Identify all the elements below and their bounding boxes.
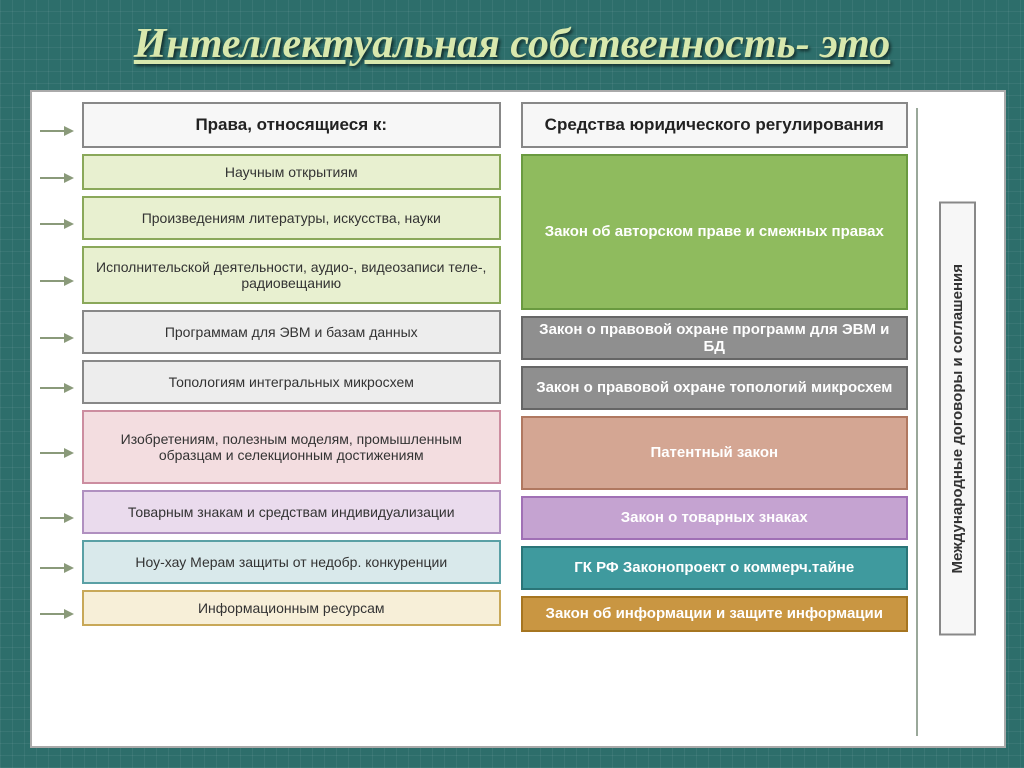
arrow-right-icon [40,202,74,246]
side-box: Международные договоры и соглашения [939,202,976,636]
left-item-label: Топологиям интегральных микросхем [169,374,414,390]
side-box-label: Международные договоры и соглашения [949,264,966,574]
arrow-right-icon [40,160,74,196]
right-column: Средства юридического регулирования Зако… [521,102,909,736]
law-item: Закон о товарных знаках [521,496,909,540]
vertical-connector [916,108,918,736]
right-header-label: Средства юридического регулирования [545,115,884,135]
left-item-label: Товарным знакам и средствам индивидуализ… [128,504,455,520]
left-item: Научным открытиям [82,154,501,190]
law-item: Закон о правовой охране топологий микрос… [521,366,909,410]
slide: Интеллектуальная собственность- это Прав… [0,0,1024,768]
left-header: Права, относящиеся к: [82,102,501,148]
left-item: Программам для ЭВМ и базам данных [82,310,501,354]
left-item: Ноу-хау Мерам защиты от недобр. конкурен… [82,540,501,584]
arrow-right-icon [40,316,74,360]
law-item: Закон об информации и защите информации [521,596,909,632]
law-item: ГК РФ Законопроект о коммерч.тайне [521,546,909,590]
left-item-label: Произведениям литературы, искусства, нау… [142,210,441,226]
left-item-label: Информационным ресурсам [198,600,385,616]
left-item-label: Изобретениям, полезным моделям, промышле… [92,431,491,463]
left-item: Топологиям интегральных микросхем [82,360,501,404]
arrow-right-icon [40,252,74,310]
left-item: Товарным знакам и средствам индивидуализ… [82,490,501,534]
left-item: Информационным ресурсам [82,590,501,626]
law-item-label: Закон о правовой охране топологий микрос… [536,379,892,396]
law-item: Закон о правовой охране программ для ЭВМ… [521,316,909,360]
law-item: Закон об авторском праве и смежных права… [521,154,909,310]
law-item-label: Патентный закон [650,444,778,461]
left-item: Произведениям литературы, искусства, нау… [82,196,501,240]
side-column: Международные договоры и соглашения [928,102,986,736]
left-column: Права, относящиеся к: Научным открытиям П… [82,102,501,736]
left-item-label: Исполнительской деятельности, аудио-, ви… [92,259,491,291]
arrow-right-icon [40,596,74,632]
left-item-label: Ноу-хау Мерам защиты от недобр. конкурен… [135,554,447,570]
left-item-label: Научным открытиям [225,164,358,180]
left-header-label: Права, относящиеся к: [195,115,387,135]
law-item-label: Закон об информации и защите информации [546,605,883,622]
law-item: Патентный закон [521,416,909,490]
diagram-columns: Права, относящиеся к: Научным открытиям П… [82,102,986,736]
arrows-left-column [40,108,74,736]
law-item-label: Закон об авторском праве и смежных права… [545,223,884,240]
law-item-label: Закон о товарных знаках [621,509,808,526]
left-item: Изобретениям, полезным моделям, промышле… [82,410,501,484]
left-item: Исполнительской деятельности, аудио-, ви… [82,246,501,304]
arrow-right-icon [40,546,74,590]
left-item-label: Программам для ЭВМ и базам данных [165,324,418,340]
diagram-panel: Права, относящиеся к: Научным открытиям П… [30,90,1006,748]
arrow-right-icon [40,108,74,154]
law-item-label: ГК РФ Законопроект о коммерч.тайне [574,559,854,576]
slide-title: Интеллектуальная собственность- это [0,20,1024,68]
arrow-right-icon [40,496,74,540]
right-header: Средства юридического регулирования [521,102,909,148]
arrow-right-icon [40,416,74,490]
arrow-right-icon [40,366,74,410]
law-item-label: Закон о правовой охране программ для ЭВМ… [531,321,899,356]
